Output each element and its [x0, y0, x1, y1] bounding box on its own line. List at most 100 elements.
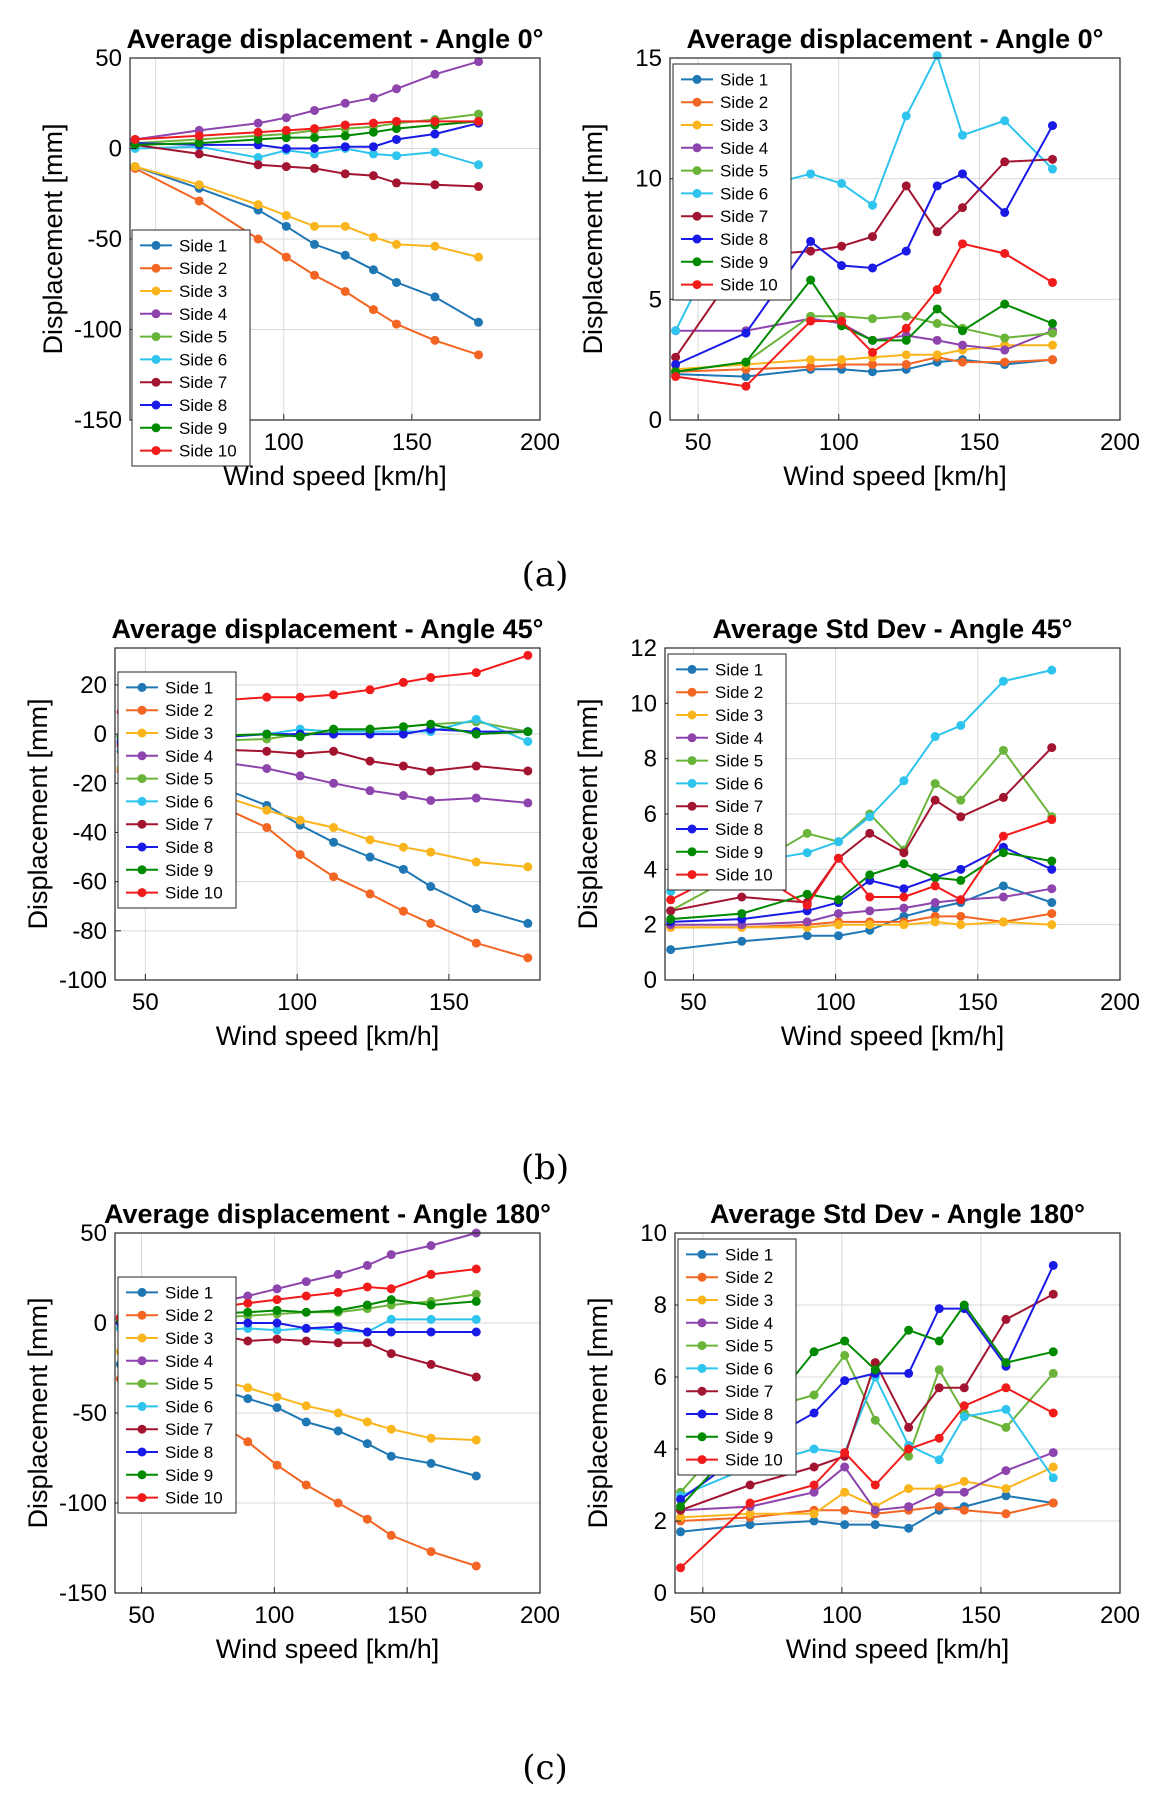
- data-point-side-7: [958, 203, 967, 213]
- data-point-side-4: [301, 1277, 311, 1287]
- data-point-side-4: [262, 764, 272, 774]
- legend-swatch-marker: [692, 257, 702, 267]
- data-point-side-3: [901, 350, 911, 360]
- data-point-side-9: [295, 732, 305, 742]
- data-point-side-3: [1048, 340, 1057, 350]
- data-point-side-10: [362, 1282, 372, 1292]
- data-point-side-9: [471, 1296, 481, 1306]
- data-point-side-6: [1047, 665, 1057, 675]
- legend-swatch-marker: [137, 1379, 147, 1389]
- data-point-side-10: [426, 1269, 436, 1279]
- y-tick-label: 2: [644, 912, 657, 939]
- data-point-side-10: [310, 124, 319, 134]
- data-point-side-10: [430, 116, 440, 126]
- data-point-side-4: [386, 1250, 396, 1260]
- data-point-side-1: [904, 1523, 914, 1533]
- data-point-side-2: [243, 1437, 253, 1447]
- data-point-side-2: [1047, 909, 1057, 919]
- x-tick-label: 200: [1100, 989, 1140, 1016]
- data-point-side-10: [272, 1295, 282, 1305]
- data-point-side-4: [523, 798, 533, 808]
- legend-entry-label: Side 2: [165, 1306, 213, 1325]
- y-tick-label: -100: [59, 967, 107, 994]
- legend-entry-label: Side 5: [725, 1337, 773, 1356]
- data-point-side-2: [301, 1480, 311, 1490]
- data-point-side-2: [329, 872, 339, 882]
- data-point-side-9: [956, 875, 966, 885]
- y-axis-label: Displacement [mm]: [578, 123, 608, 354]
- data-point-side-2: [1048, 355, 1057, 365]
- data-point-side-10: [329, 690, 339, 700]
- x-tick-label: 100: [254, 1602, 294, 1629]
- legend-entry-label: Side 10: [720, 276, 778, 295]
- data-point-side-8: [471, 1327, 481, 1337]
- legend-entry-label: Side 7: [165, 1420, 213, 1439]
- legend-entry-label: Side 6: [179, 350, 227, 369]
- data-point-side-2: [262, 823, 272, 833]
- legend-swatch-marker: [687, 733, 697, 743]
- data-point-side-4: [392, 84, 401, 94]
- legend-entry-label: Side 10: [165, 884, 223, 903]
- data-point-side-9: [737, 909, 747, 919]
- data-point-side-6: [368, 149, 378, 159]
- data-point-side-6: [523, 736, 533, 746]
- data-point-side-9: [959, 1300, 969, 1310]
- legend-entry-label: Side 8: [720, 230, 768, 249]
- data-point-side-3: [899, 920, 909, 930]
- data-point-side-10: [471, 668, 481, 678]
- data-point-side-9: [833, 895, 843, 905]
- data-point-side-9: [899, 859, 909, 869]
- y-tick-label: -50: [87, 226, 122, 253]
- chart-title: Average Std Dev - Angle 180°: [710, 1199, 1085, 1229]
- data-point-side-4: [365, 786, 375, 796]
- data-point-side-4: [1000, 345, 1010, 355]
- data-point-side-4: [1048, 1448, 1058, 1458]
- data-point-side-1: [471, 1471, 481, 1481]
- legend-entry-label: Side 9: [720, 253, 768, 272]
- x-axis-label: Wind speed [km/h]: [216, 1021, 440, 1051]
- data-point-side-1: [666, 945, 676, 955]
- data-point-side-6: [474, 160, 483, 170]
- legend-entry-label: Side 6: [725, 1359, 773, 1378]
- y-tick-label: 12: [630, 635, 657, 662]
- x-tick-label: 150: [958, 989, 998, 1016]
- legend-swatch-marker: [151, 263, 161, 273]
- plot-frame: [114, 647, 541, 981]
- y-tick-label: 20: [80, 672, 107, 699]
- y-tick-label: -40: [72, 819, 107, 846]
- legend-entry-label: Side 8: [165, 1443, 213, 1462]
- y-tick-label: -150: [74, 407, 122, 434]
- legend-entry-label: Side 4: [715, 729, 763, 748]
- legend-swatch-marker: [137, 1424, 147, 1434]
- data-point-side-3: [865, 920, 875, 930]
- x-tick-label: 100: [277, 989, 317, 1016]
- data-point-side-8: [806, 236, 816, 246]
- data-point-side-9: [281, 133, 291, 143]
- data-point-side-3: [959, 1476, 969, 1486]
- x-tick-label: 100: [819, 429, 859, 456]
- data-point-side-7: [310, 163, 319, 173]
- data-point-side-10: [194, 131, 204, 141]
- data-point-side-8: [840, 1376, 850, 1386]
- series-line-side-1: [680, 1494, 1054, 1533]
- data-point-side-7: [329, 746, 339, 756]
- data-point-side-9: [806, 275, 816, 285]
- data-point-side-2: [194, 196, 204, 206]
- data-point-side-3: [430, 241, 440, 251]
- legend-entry-label: Side 1: [165, 1283, 213, 1302]
- chart-title: Average Std Dev - Angle 45°: [713, 614, 1073, 644]
- legend-entry-label: Side 5: [165, 1375, 213, 1394]
- data-point-side-4: [310, 105, 319, 115]
- legend-entry-label: Side 4: [725, 1314, 773, 1333]
- data-point-side-2: [426, 1547, 436, 1557]
- data-point-side-9: [741, 357, 751, 367]
- legend: Side 1 Side 2 Side 3 Side 4 Side 5 Side 6 Side…: [117, 1276, 237, 1514]
- data-point-side-1: [840, 1520, 850, 1530]
- data-point-side-7: [281, 162, 291, 172]
- data-point-side-4: [272, 1284, 282, 1294]
- data-point-side-9: [362, 1300, 372, 1310]
- data-point-side-3: [365, 835, 375, 845]
- legend: Side 1 Side 2 Side 3 Side 4 Side 5 Side 6 Side…: [672, 63, 792, 301]
- data-point-side-8: [392, 134, 401, 144]
- data-point-side-7: [671, 352, 681, 362]
